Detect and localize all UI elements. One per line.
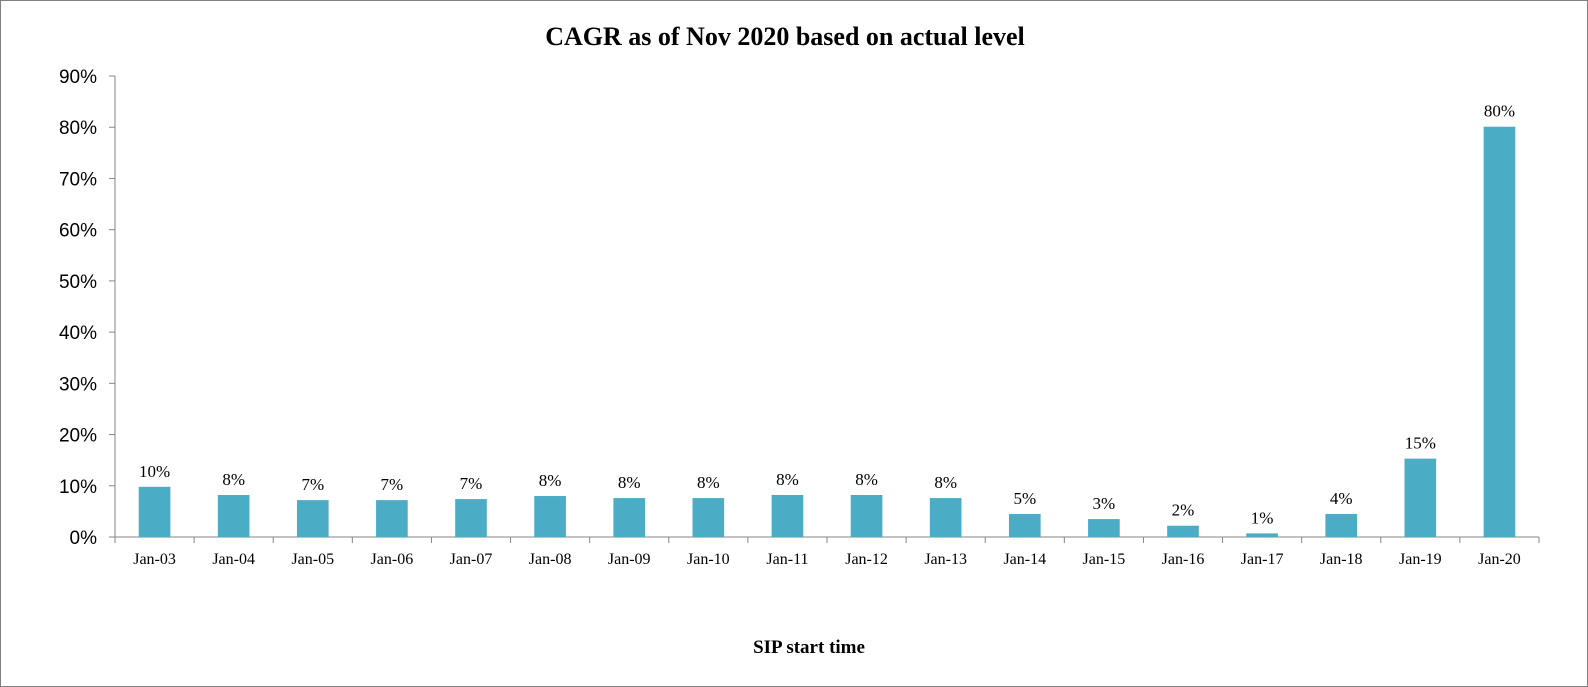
y-tick-label: 20% (59, 426, 97, 447)
x-tick-label: Jan-03 (133, 551, 176, 568)
data-label: 8% (934, 473, 957, 492)
x-tick-label: Jan-05 (291, 551, 334, 568)
y-tick-label: 90% (59, 67, 97, 88)
data-label: 2% (1172, 501, 1195, 520)
bar (929, 498, 962, 537)
data-label: 8% (222, 470, 245, 489)
y-tick-label: 60% (59, 221, 97, 242)
data-label: 3% (1093, 494, 1116, 513)
data-label: 8% (539, 471, 562, 490)
bar (1246, 533, 1278, 537)
data-label: 7% (460, 474, 483, 493)
y-tick-label: 10% (59, 477, 97, 498)
bar (850, 494, 883, 537)
bar (692, 498, 725, 537)
data-label: 8% (855, 470, 878, 489)
bar (296, 500, 329, 537)
bar (217, 494, 250, 537)
x-tick-label: Jan-09 (608, 551, 651, 568)
data-label: 8% (776, 470, 799, 489)
x-tick-label: Jan-20 (1478, 551, 1521, 568)
data-label: 15% (1405, 434, 1436, 453)
y-tick-label: 80% (59, 118, 97, 139)
data-label: 5% (1013, 489, 1036, 508)
bar (1088, 519, 1120, 537)
data-label: 8% (618, 473, 641, 492)
x-tick-label: Jan-16 (1162, 551, 1205, 568)
data-label: 7% (301, 475, 324, 494)
x-tick-label: Jan-07 (450, 551, 493, 568)
y-tick-label: 70% (59, 169, 97, 190)
x-tick-label: Jan-13 (924, 551, 967, 568)
x-tick-label: Jan-18 (1320, 551, 1363, 568)
x-tick-label: Jan-12 (845, 551, 888, 568)
y-tick-label: 50% (59, 272, 97, 293)
bar (534, 496, 566, 537)
bar (1404, 458, 1437, 537)
bar (771, 494, 804, 537)
bar (1325, 513, 1358, 537)
x-tick-label: Jan-06 (371, 551, 414, 568)
data-label: 80% (1484, 102, 1515, 121)
bar (1008, 513, 1041, 537)
x-tick-label: Jan-04 (212, 551, 255, 568)
x-tick-label: Jan-08 (529, 551, 572, 568)
y-axis: 0% 10% 20% 30% 40% 50% 60% 70% 80% 90% (59, 67, 116, 549)
data-label: 4% (1330, 489, 1353, 508)
chart-title: CAGR as of Nov 2020 based on actual leve… (545, 22, 1025, 51)
y-tick-label: 30% (59, 374, 97, 395)
x-axis-label: SIP start time (753, 637, 865, 658)
x-axis: Jan-03 Jan-04 Jan-05 Jan-06 Jan-07 Jan-08 Jan-… (114, 536, 1540, 568)
data-labels: 10% 8% 7% 7% 7% 8% 8% 8% 8% 8% 8% 5% 3% 2% 1% 4% 15% 80% (139, 102, 1515, 528)
x-tick-label: Jan-14 (1003, 551, 1046, 568)
bar (1483, 126, 1516, 538)
bar (1167, 525, 1199, 537)
data-label: 7% (381, 475, 404, 494)
bar (455, 499, 487, 537)
x-tick-label: Jan-11 (766, 551, 808, 568)
data-label: 1% (1251, 508, 1274, 527)
data-label: 10% (139, 462, 170, 481)
x-tick-label: Jan-19 (1399, 551, 1442, 568)
y-tick-label: 40% (59, 323, 97, 344)
data-label: 8% (697, 473, 720, 492)
bar (138, 486, 171, 537)
bars (138, 126, 1516, 538)
bar (613, 498, 646, 537)
y-tick-label: 0% (70, 528, 98, 549)
x-tick-label: Jan-17 (1241, 551, 1284, 568)
bar (376, 500, 408, 537)
x-tick-label: Jan-15 (1083, 551, 1126, 568)
x-tick-label: Jan-10 (687, 551, 730, 568)
